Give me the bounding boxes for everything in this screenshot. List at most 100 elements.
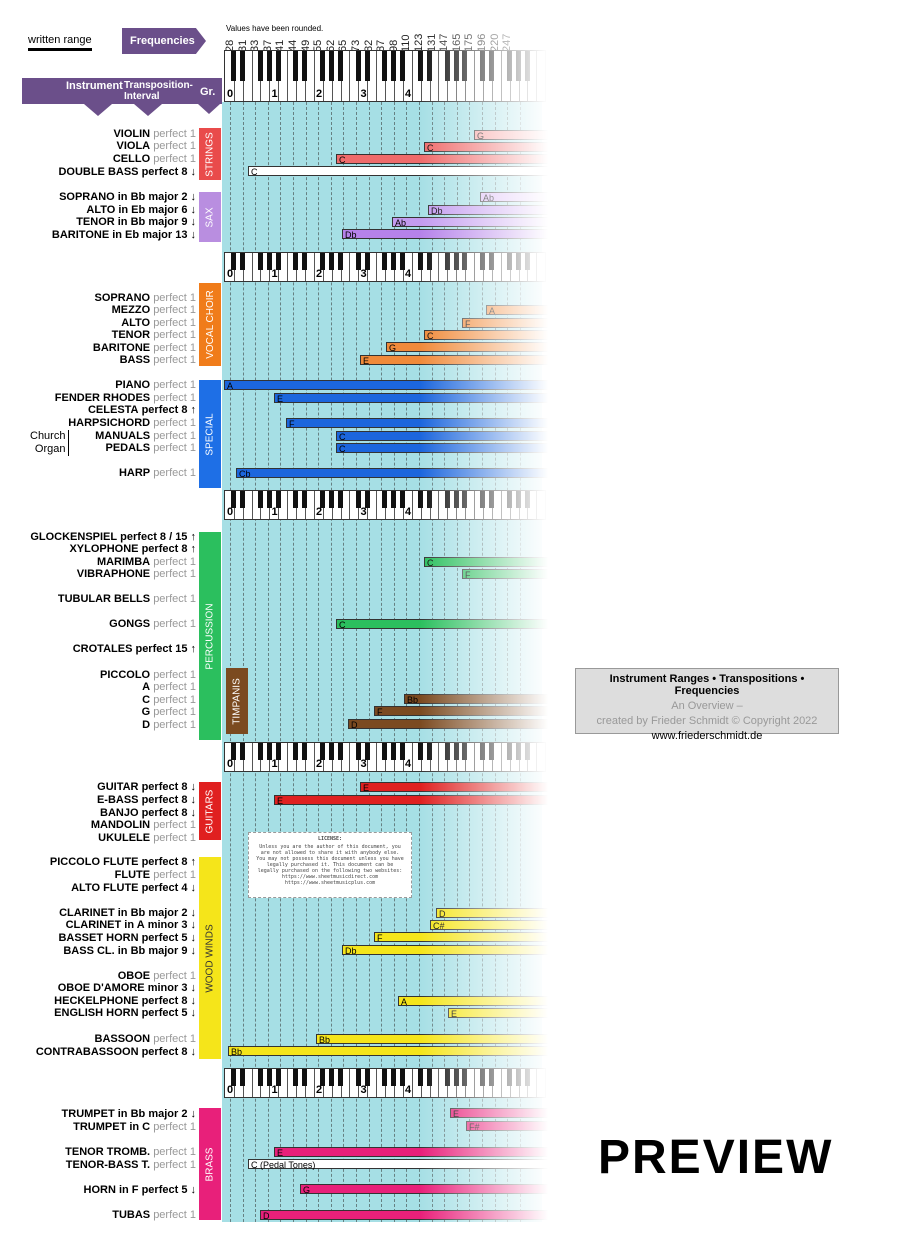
instrument-name: PICCOLO bbox=[100, 669, 151, 681]
black-key bbox=[400, 51, 406, 81]
grid-line bbox=[280, 102, 282, 1222]
info-credit: created by Frieder Schmidt © Copyright 2… bbox=[596, 715, 818, 727]
instrument-name: TENOR in Bb bbox=[76, 216, 146, 228]
group-label: BRASS bbox=[204, 1147, 216, 1181]
instrument-name: C bbox=[142, 694, 151, 706]
col-group: Gr. bbox=[200, 86, 216, 98]
instrument-name: TENOR-BASS T. bbox=[65, 1159, 151, 1171]
black-key bbox=[275, 51, 281, 81]
grid-line bbox=[356, 102, 357, 1222]
interval: perfect 8 ↓ bbox=[141, 807, 196, 819]
legend-line bbox=[28, 48, 92, 51]
col-instrument: Instrument bbox=[66, 80, 123, 92]
black-key bbox=[293, 253, 299, 270]
instrument-row: TRUMPET in Bb major 2 ↓ bbox=[62, 1108, 196, 1120]
black-key bbox=[400, 1069, 406, 1086]
black-key bbox=[266, 1069, 272, 1086]
instrument-row: HECKELPHONE perfect 8 ↓ bbox=[54, 995, 196, 1007]
interval: perfect 1 bbox=[153, 329, 196, 341]
black-key bbox=[275, 253, 281, 270]
interval: perfect 1 bbox=[153, 669, 196, 681]
instrument-name: FENDER RHODES bbox=[54, 392, 151, 404]
group-sax: SAX bbox=[199, 192, 221, 242]
grid-line bbox=[330, 102, 332, 1222]
interval: perfect 8 ↓ bbox=[141, 794, 196, 806]
instrument-name: BARITONE bbox=[92, 342, 151, 354]
black-key bbox=[382, 743, 388, 760]
black-key bbox=[328, 1069, 334, 1086]
instrument-row: PICCOLO FLUTE perfect 8 ↑ bbox=[50, 856, 196, 868]
grid-line bbox=[305, 102, 307, 1222]
black-key bbox=[257, 253, 263, 270]
grid-line bbox=[255, 102, 257, 1222]
black-key bbox=[257, 743, 263, 760]
white-key bbox=[341, 1069, 351, 1097]
instrument-name: TUBULAR BELLS bbox=[57, 593, 151, 605]
white-key bbox=[403, 743, 413, 771]
white-key bbox=[278, 743, 289, 771]
interval: perfect 1 bbox=[153, 1033, 196, 1045]
black-key bbox=[328, 743, 334, 760]
octave-label: 2 bbox=[316, 1084, 323, 1096]
interval: major 2 ↓ bbox=[148, 1108, 196, 1120]
instrument-name: VIOLIN bbox=[113, 128, 151, 140]
preview-watermark: PREVIEW bbox=[598, 1131, 834, 1184]
info-url[interactable]: www.friederschmidt.de bbox=[651, 730, 763, 742]
instrument-row: TENOR in Bb major 9 ↓ bbox=[76, 216, 196, 228]
instrument-name: BANJO bbox=[100, 807, 139, 819]
instrument-row: MARIMBA perfect 1 bbox=[97, 556, 196, 568]
instrument-row: XYLOPHONE perfect 8 ↑ bbox=[69, 543, 196, 555]
values-note: Values have been rounded. bbox=[226, 24, 324, 33]
black-key bbox=[382, 51, 388, 81]
instrument-row: PICCOLO perfect 1 bbox=[100, 669, 196, 681]
octave-label: 3 bbox=[360, 268, 367, 280]
instrument-row: TUBAS perfect 1 bbox=[112, 1209, 196, 1221]
legend-label: written range bbox=[28, 34, 92, 46]
instrument-name: DOUBLE BASS bbox=[58, 166, 139, 178]
instrument-name: BASS bbox=[119, 354, 151, 366]
black-key bbox=[364, 253, 370, 270]
column-header-bar: Instrument Transposition-Interval Gr. bbox=[22, 78, 222, 104]
instrument-name: XYLOPHONE bbox=[69, 543, 139, 555]
instrument-row: OBOE D'AMORE minor 3 ↓ bbox=[58, 982, 196, 994]
interval: perfect 1 bbox=[153, 292, 196, 304]
instrument-row: CLARINET in Bb major 2 ↓ bbox=[59, 907, 196, 919]
instrument-row: BASS CL. in Bb major 9 ↓ bbox=[63, 945, 196, 957]
instrument-row: E-BASS perfect 8 ↓ bbox=[97, 794, 196, 806]
interval: perfect 1 bbox=[153, 556, 196, 568]
white-key bbox=[243, 51, 253, 101]
white-key bbox=[278, 51, 289, 101]
group-label: STRINGS bbox=[204, 131, 216, 177]
octave-label: 4 bbox=[405, 1084, 412, 1096]
black-key bbox=[355, 253, 361, 270]
interval: perfect 1 bbox=[153, 1209, 196, 1221]
instrument-row: HARP perfect 1 bbox=[119, 467, 196, 479]
interval: perfect 1 bbox=[153, 128, 196, 140]
instrument-row: TUBULAR BELLS perfect 1 bbox=[58, 593, 196, 605]
interval: perfect 1 bbox=[153, 593, 196, 605]
instrument-row: CELESTA perfect 8 ↑ bbox=[88, 404, 196, 416]
instrument-name: CELESTA bbox=[87, 404, 139, 416]
black-key bbox=[293, 51, 299, 81]
white-key bbox=[305, 743, 315, 771]
black-key bbox=[400, 491, 406, 508]
instrument-name: UKULELE bbox=[98, 832, 151, 844]
frequencies-button[interactable]: Frequencies bbox=[122, 28, 206, 54]
octave-label: 3 bbox=[360, 1084, 367, 1096]
instrument-row: HORN in F perfect 5 ↓ bbox=[84, 1184, 196, 1196]
black-key bbox=[239, 1069, 245, 1086]
interval: perfect 8 ↑ bbox=[141, 856, 196, 868]
interval: perfect 8 ↑ bbox=[141, 543, 196, 555]
instrument-row: C perfect 1 bbox=[142, 694, 196, 706]
instrument-name: OBOE D'AMORE bbox=[57, 982, 145, 994]
white-key bbox=[403, 253, 413, 281]
instrument-name: GONGS bbox=[109, 618, 151, 630]
instrument-row: UKULELE perfect 1 bbox=[98, 832, 196, 844]
instrument-name: VIOLA bbox=[116, 140, 151, 152]
octave-label: 2 bbox=[316, 88, 323, 100]
white-key bbox=[243, 253, 253, 281]
black-key bbox=[355, 1069, 361, 1086]
black-key bbox=[400, 743, 406, 760]
instrument-row: FLUTE perfect 1 bbox=[115, 869, 196, 881]
instrument-row: A perfect 1 bbox=[142, 681, 196, 693]
